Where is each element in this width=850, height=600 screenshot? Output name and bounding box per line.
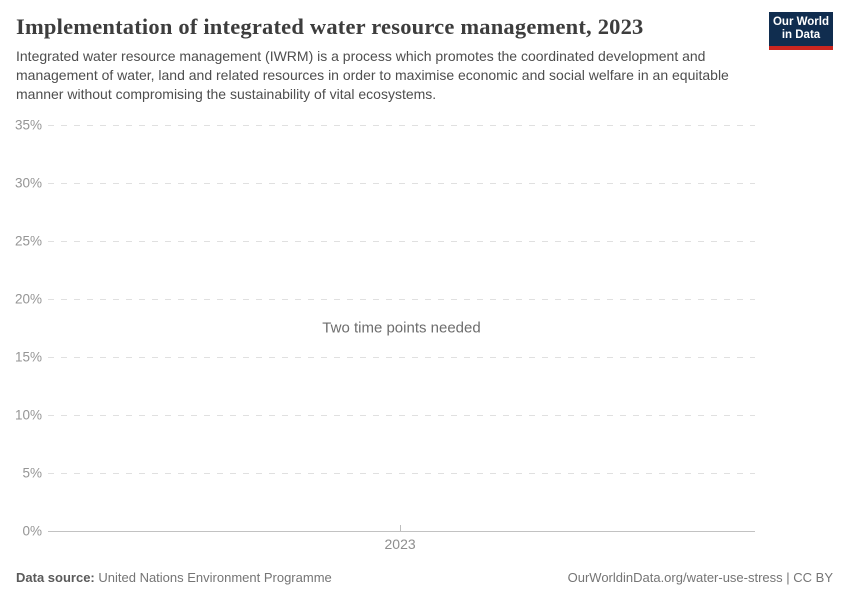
logo-line-1: Our World — [772, 15, 829, 28]
gridline — [48, 473, 755, 474]
attribution-link[interactable]: OurWorldinData.org/water-use-stress | CC… — [567, 570, 833, 585]
gridline — [48, 125, 755, 126]
x-tick-label: 2023 — [384, 536, 416, 552]
gridline — [48, 241, 755, 242]
gridline — [48, 415, 755, 416]
y-tick-label: 15% — [14, 349, 42, 365]
y-tick-label: 30% — [14, 175, 42, 191]
chart-header: Implementation of integrated water resou… — [16, 12, 834, 104]
chart-title: Implementation of integrated water resou… — [16, 14, 644, 39]
chart-subtitle: Integrated water resource management (IW… — [16, 48, 729, 102]
y-tick-label: 10% — [14, 407, 42, 423]
x-tick-mark — [400, 525, 402, 531]
y-tick-label: 5% — [22, 465, 42, 481]
gridline — [48, 183, 755, 184]
y-tick-label: 25% — [14, 233, 42, 249]
x-axis-line — [48, 531, 755, 532]
data-source: Data source: United Nations Environment … — [16, 570, 332, 585]
chart-footer: Data source: United Nations Environment … — [16, 570, 833, 585]
y-tick-label: 35% — [14, 117, 42, 133]
logo-line-2: in Data — [781, 29, 821, 41]
y-axis-labels: 0% 5% 10% 15% 20% 25% 30% 35% — [0, 118, 42, 539]
data-source-value: United Nations Environment Programme — [98, 570, 332, 585]
gridline — [48, 299, 755, 300]
y-tick-label: 0% — [22, 523, 42, 539]
data-source-label: Data source: — [16, 570, 95, 585]
owid-logo[interactable]: Our World in Data — [769, 12, 833, 50]
gridline — [48, 357, 755, 358]
plot-area: Two time points needed 2023 — [48, 125, 755, 552]
empty-state-message: Two time points needed — [322, 319, 481, 337]
y-tick-label: 20% — [14, 291, 42, 307]
